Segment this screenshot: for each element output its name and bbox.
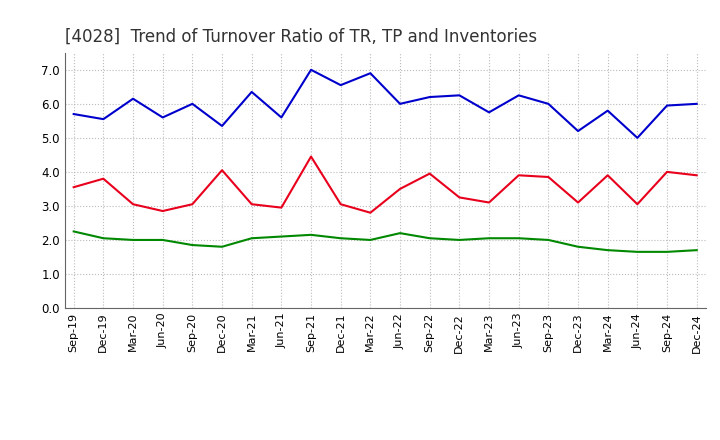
Inventories bbox=[188, 242, 197, 248]
Trade Receivables bbox=[662, 169, 671, 175]
Inventories bbox=[693, 248, 701, 253]
Line: Trade Receivables: Trade Receivables bbox=[73, 157, 697, 213]
Trade Receivables bbox=[307, 154, 315, 159]
Inventories bbox=[158, 237, 167, 242]
Trade Payables bbox=[277, 115, 286, 120]
Trade Receivables bbox=[514, 172, 523, 178]
Trade Payables bbox=[336, 82, 345, 88]
Inventories bbox=[633, 249, 642, 254]
Inventories bbox=[217, 244, 226, 249]
Trade Receivables bbox=[396, 186, 405, 191]
Trade Payables bbox=[544, 101, 553, 106]
Trade Payables bbox=[485, 110, 493, 115]
Trade Receivables bbox=[158, 209, 167, 214]
Trade Payables bbox=[455, 93, 464, 98]
Inventories bbox=[129, 237, 138, 242]
Text: [4028]  Trend of Turnover Ratio of TR, TP and Inventories: [4028] Trend of Turnover Ratio of TR, TP… bbox=[65, 28, 537, 46]
Trade Payables bbox=[633, 135, 642, 140]
Trade Receivables bbox=[633, 202, 642, 207]
Inventories bbox=[514, 235, 523, 241]
Inventories bbox=[396, 231, 405, 236]
Trade Receivables bbox=[277, 205, 286, 210]
Trade Receivables bbox=[69, 184, 78, 190]
Inventories bbox=[662, 249, 671, 254]
Line: Inventories: Inventories bbox=[73, 231, 697, 252]
Inventories bbox=[248, 235, 256, 241]
Inventories bbox=[544, 237, 553, 242]
Inventories bbox=[336, 235, 345, 241]
Trade Payables bbox=[129, 96, 138, 101]
Trade Receivables bbox=[366, 210, 374, 215]
Trade Receivables bbox=[99, 176, 108, 181]
Trade Payables bbox=[514, 93, 523, 98]
Inventories bbox=[574, 244, 582, 249]
Trade Payables bbox=[426, 95, 434, 100]
Trade Payables bbox=[217, 123, 226, 128]
Trade Payables bbox=[662, 103, 671, 108]
Trade Receivables bbox=[485, 200, 493, 205]
Trade Receivables bbox=[217, 168, 226, 173]
Line: Trade Payables: Trade Payables bbox=[73, 70, 697, 138]
Trade Receivables bbox=[129, 202, 138, 207]
Inventories bbox=[426, 235, 434, 241]
Trade Payables bbox=[188, 101, 197, 106]
Trade Payables bbox=[574, 128, 582, 134]
Trade Payables bbox=[693, 101, 701, 106]
Inventories bbox=[307, 232, 315, 238]
Inventories bbox=[603, 248, 612, 253]
Inventories bbox=[277, 234, 286, 239]
Trade Payables bbox=[248, 89, 256, 95]
Trade Receivables bbox=[188, 202, 197, 207]
Trade Receivables bbox=[603, 172, 612, 178]
Trade Receivables bbox=[426, 171, 434, 176]
Inventories bbox=[455, 237, 464, 242]
Inventories bbox=[99, 235, 108, 241]
Trade Payables bbox=[158, 115, 167, 120]
Trade Receivables bbox=[693, 172, 701, 178]
Trade Payables bbox=[603, 108, 612, 113]
Trade Receivables bbox=[544, 174, 553, 180]
Trade Payables bbox=[307, 67, 315, 73]
Inventories bbox=[366, 237, 374, 242]
Trade Payables bbox=[69, 111, 78, 117]
Inventories bbox=[485, 235, 493, 241]
Trade Payables bbox=[99, 117, 108, 122]
Trade Receivables bbox=[574, 200, 582, 205]
Inventories bbox=[69, 229, 78, 234]
Trade Receivables bbox=[455, 195, 464, 200]
Trade Payables bbox=[396, 101, 405, 106]
Trade Receivables bbox=[336, 202, 345, 207]
Trade Payables bbox=[366, 70, 374, 76]
Trade Receivables bbox=[248, 202, 256, 207]
